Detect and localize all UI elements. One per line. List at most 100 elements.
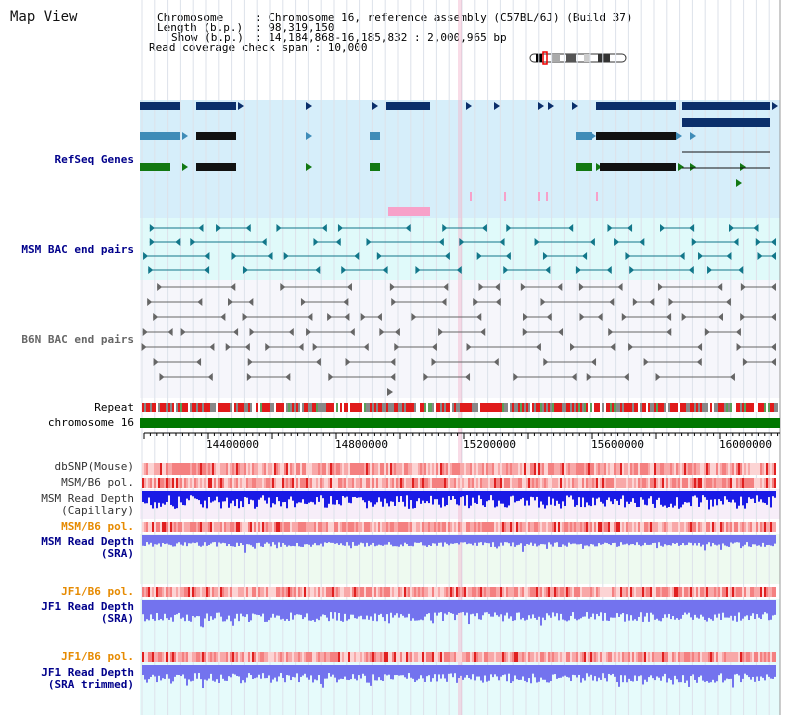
repeat-element: [222, 403, 224, 412]
heat-cell: [680, 652, 682, 662]
depth-bar: [254, 665, 256, 679]
heat-cell: [424, 463, 426, 475]
depth-bar: [320, 491, 322, 496]
heat-cell: [768, 478, 770, 488]
repeat-element: [440, 403, 442, 412]
gene-arrow: [306, 132, 312, 140]
track-label-jf1-depth-sra[interactable]: JF1 Read Depth: [41, 600, 134, 613]
heat-cell: [390, 522, 392, 532]
repeat-element: [216, 403, 218, 412]
track-label-msm-b6-pol-1[interactable]: MSM/B6 pol.: [61, 476, 134, 489]
depth-bar: [730, 491, 732, 503]
depth-bar: [368, 491, 370, 501]
heat-cell: [382, 652, 384, 662]
heat-cell: [456, 652, 458, 662]
heat-cell: [394, 652, 396, 662]
heat-cell: [314, 587, 316, 597]
heat-cell: [468, 478, 470, 488]
heat-cell: [528, 652, 530, 662]
heat-cell: [476, 652, 478, 662]
heat-cell: [758, 463, 760, 475]
heat-cell: [678, 463, 680, 475]
depth-bar: [302, 665, 304, 676]
bac-end-marker: [704, 328, 710, 336]
heat-cell: [442, 478, 444, 488]
heat-cell: [496, 652, 498, 662]
repeat-element: [278, 403, 280, 412]
depth-bar: [420, 665, 422, 676]
depth-bar: [532, 491, 534, 498]
repeat-element: [148, 403, 150, 412]
track-label-refseq[interactable]: RefSeq Genes: [54, 153, 134, 166]
heat-cell: [200, 478, 202, 488]
depth-bar: [702, 491, 704, 496]
depth-bar: [660, 491, 662, 505]
depth-bar: [178, 491, 180, 497]
heat-cell: [142, 463, 144, 475]
heat-cell: [142, 478, 144, 488]
repeat-element: [404, 403, 406, 412]
heat-cell: [566, 652, 568, 662]
heat-cell: [706, 652, 708, 662]
heat-cell: [484, 463, 486, 475]
depth-bar: [484, 665, 486, 676]
heat-cell: [440, 478, 442, 488]
track-label-jf1-b6-pol-1[interactable]: JF1/B6 pol.: [61, 585, 134, 598]
heat-cell: [292, 652, 294, 662]
heat-cell: [624, 463, 626, 475]
heat-cell: [730, 522, 732, 532]
track-label-repeat[interactable]: Repeat: [94, 401, 134, 414]
heat-cell: [508, 478, 510, 488]
repeat-element: [246, 403, 248, 412]
heat-cell: [436, 522, 438, 532]
track-label-jf1-depth-trimmed[interactable]: JF1 Read Depth: [41, 666, 134, 679]
heat-cell: [622, 522, 624, 532]
track-label-msm-depth-sra[interactable]: MSM Read Depth: [41, 535, 134, 548]
track-label-b6n-bac[interactable]: B6N BAC end pairs: [21, 333, 134, 346]
depth-bar: [366, 665, 368, 683]
depth-bar: [396, 491, 398, 497]
track-label-dbsnp[interactable]: dbSNP(Mouse): [54, 460, 134, 473]
heat-cell: [376, 463, 378, 475]
heat-cell: [606, 463, 608, 475]
depth-bar: [724, 600, 726, 618]
track-label-jf1-b6-pol-2[interactable]: JF1/B6 pol.: [61, 650, 134, 663]
depth-bar: [144, 535, 146, 546]
depth-bar: [662, 665, 664, 677]
heat-cell: [692, 587, 694, 597]
heat-cell: [740, 478, 742, 488]
track-label-chromosome[interactable]: chromosome 16: [47, 416, 134, 429]
heat-cell: [252, 522, 254, 532]
heat-cell: [730, 587, 732, 597]
depth-bar: [756, 600, 758, 615]
repeat-element: [640, 403, 642, 412]
repeat-element: [500, 403, 502, 412]
repeat-element: [502, 403, 504, 412]
heat-cell: [374, 522, 376, 532]
heat-cell: [412, 522, 414, 532]
heat-cell: [264, 522, 266, 532]
repeat-element: [386, 403, 388, 412]
depth-bar: [328, 665, 330, 674]
depth-bar: [314, 665, 316, 680]
depth-bar: [718, 600, 720, 614]
heat-cell: [526, 587, 528, 597]
track-label-msm-depth-capillary[interactable]: MSM Read Depth: [41, 492, 134, 505]
depth-bar: [718, 665, 720, 676]
depth-bar: [452, 665, 454, 678]
repeat-element: [424, 403, 426, 412]
depth-bar: [670, 535, 672, 546]
track-label-msm-b6-pol-2[interactable]: MSM/B6 pol.: [61, 520, 134, 533]
heat-cell: [552, 522, 554, 532]
heat-cell: [318, 652, 320, 662]
depth-bar: [320, 600, 322, 617]
heat-cell: [186, 463, 188, 475]
track-label-msm-bac[interactable]: MSM BAC end pairs: [21, 243, 134, 256]
repeat-element: [690, 403, 692, 412]
heat-cell: [542, 463, 544, 475]
depth-bar: [278, 600, 280, 616]
depth-bar: [394, 491, 396, 506]
heat-cell: [434, 652, 436, 662]
gene-feature: [140, 102, 180, 110]
